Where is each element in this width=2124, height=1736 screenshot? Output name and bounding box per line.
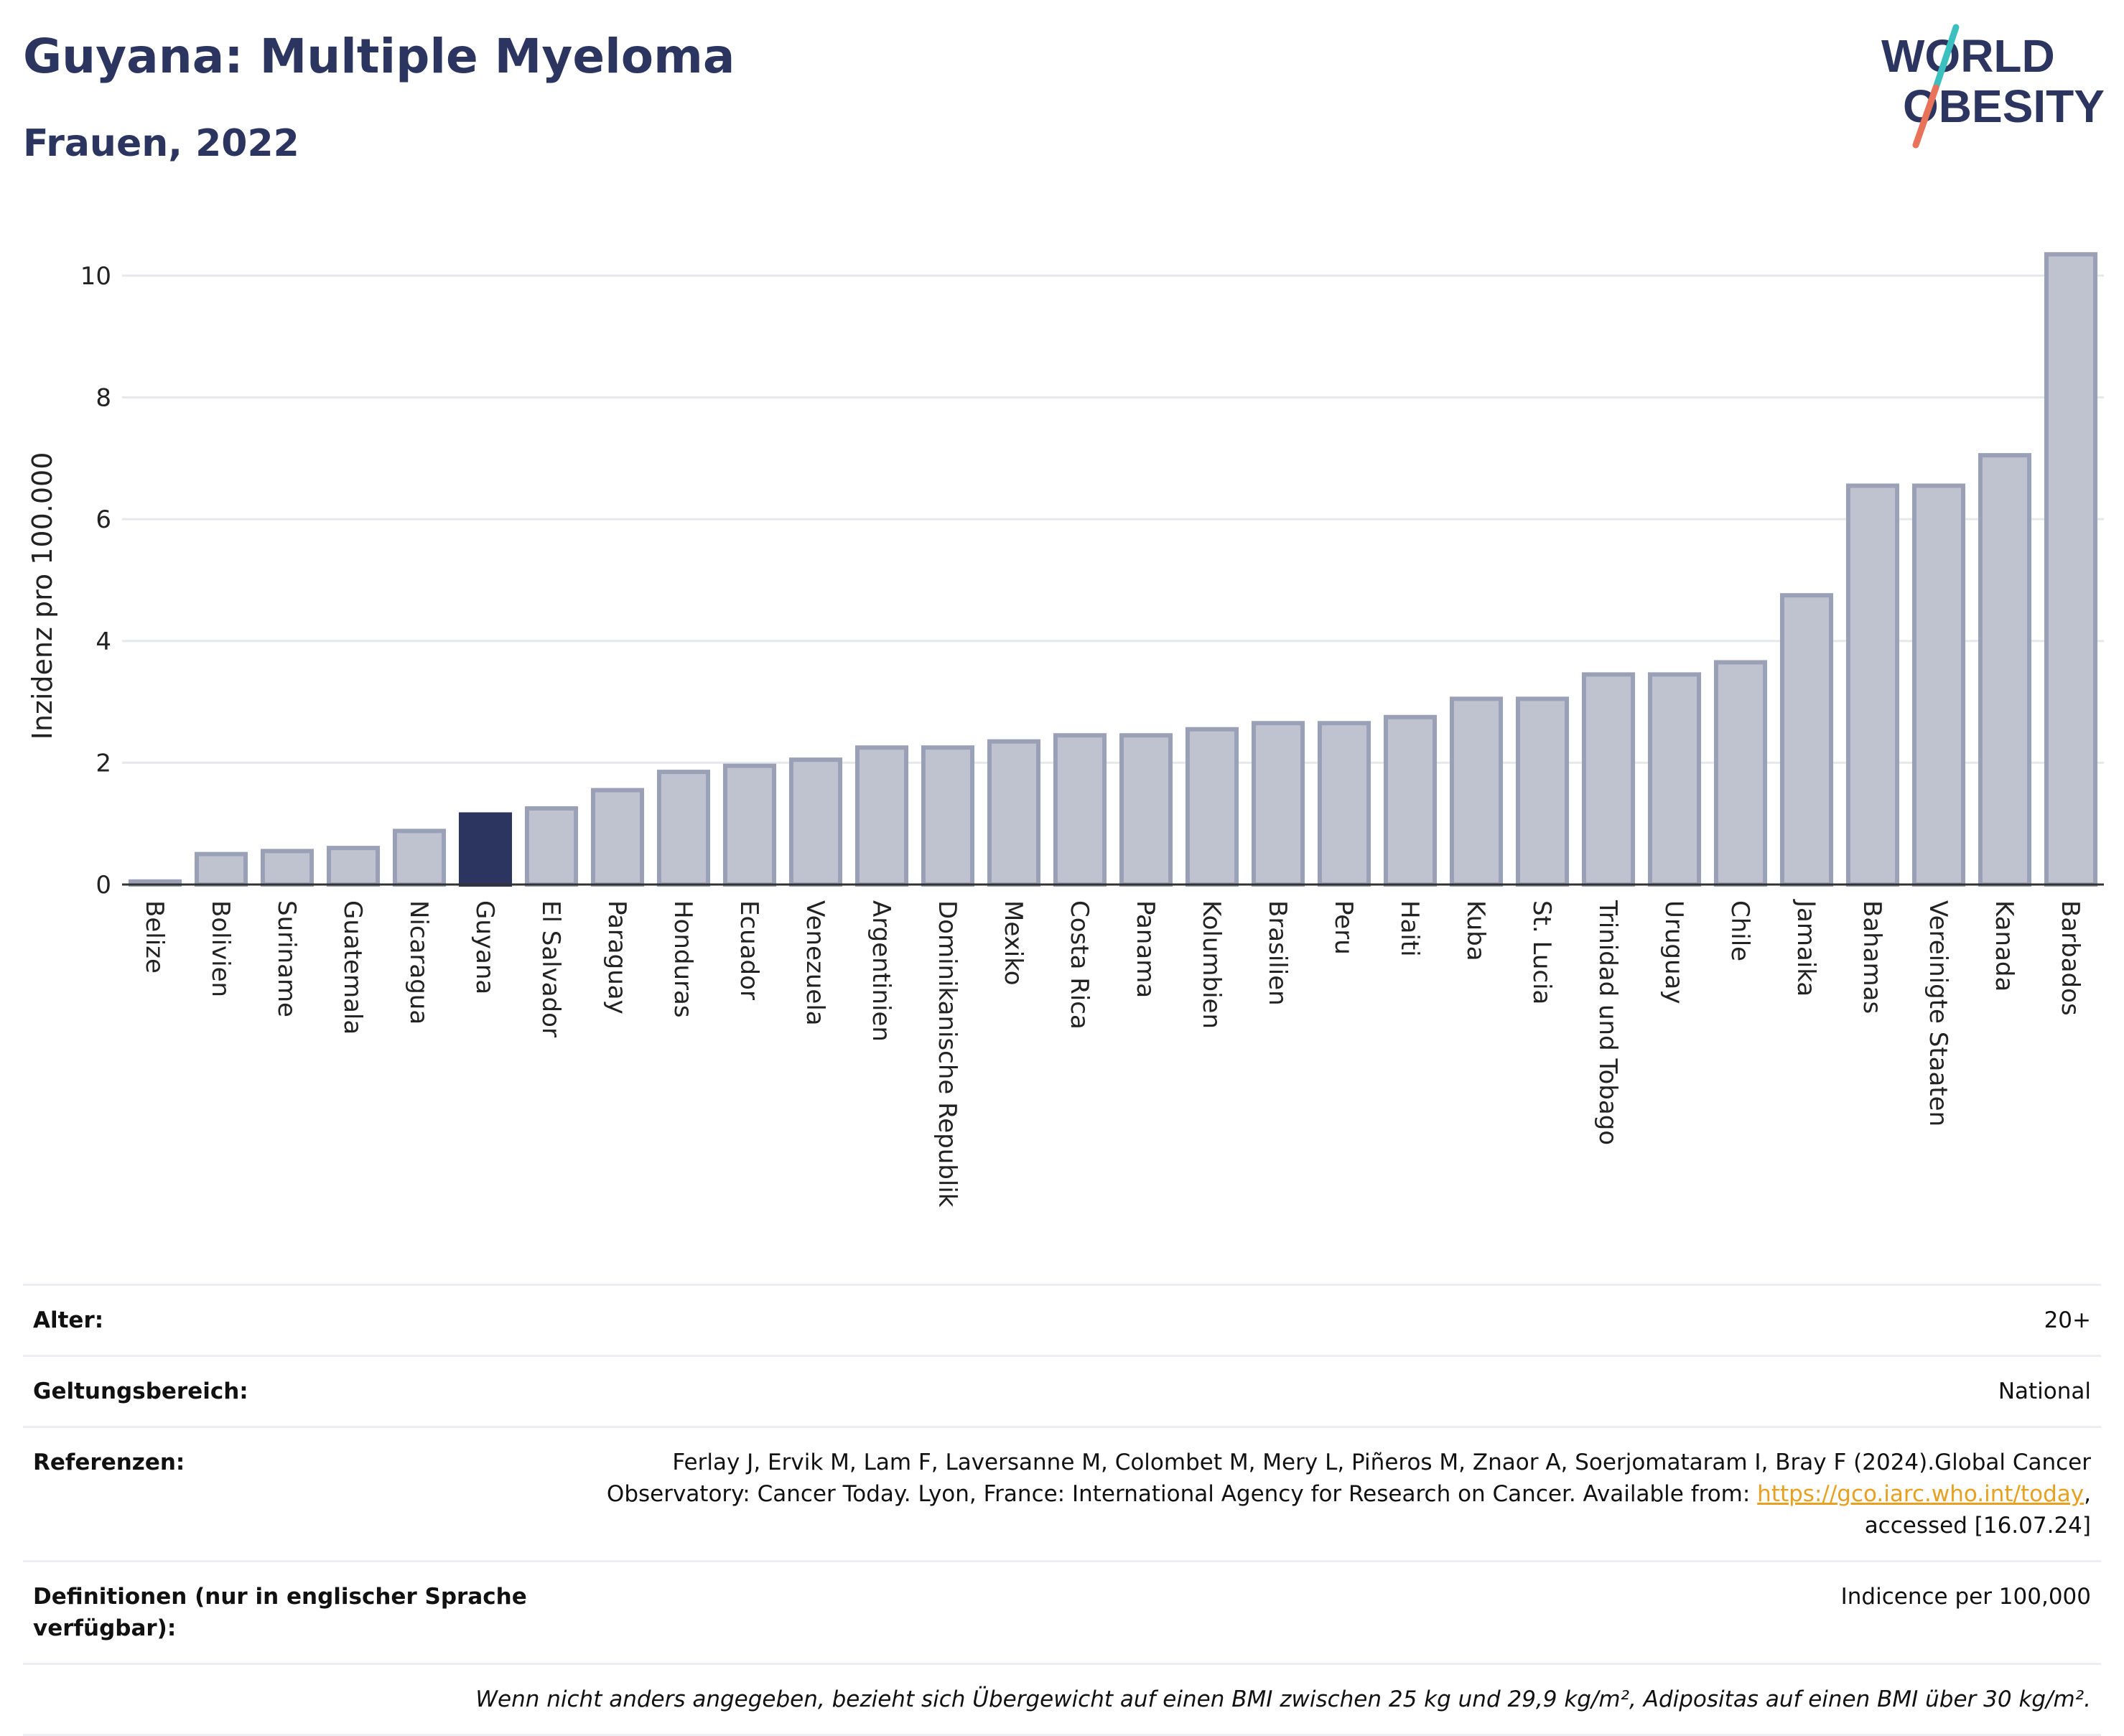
x-tick-label: Panama <box>1131 900 1160 998</box>
logo-slash-coral <box>1912 84 1939 149</box>
x-tick-label: Suriname <box>272 900 301 1017</box>
bar-kuba <box>1449 696 1504 887</box>
references-label: Referenzen: <box>33 1450 185 1475</box>
x-tick-label: Peru <box>1329 900 1358 955</box>
world-obesity-logo: WORLD OBESITY <box>1881 24 2105 149</box>
x-tick-label: Venezuela <box>801 900 829 1026</box>
bar-bahamas <box>1845 483 1900 887</box>
x-tick-label: Chile <box>1725 900 1754 961</box>
x-tick-label: Kolumbien <box>1197 900 1226 1029</box>
info-row-scope: Geltungsbereich: National <box>23 1355 2101 1426</box>
x-tick-label: Kanada <box>1990 900 2018 991</box>
age-value: 20+ <box>2044 1307 2091 1333</box>
bar-st-lucia <box>1515 696 1570 887</box>
bar-nicaragua <box>392 829 447 887</box>
bar-kanada <box>1978 453 2032 887</box>
info-table: Alter: 20+ Geltungsbereich: National Ref… <box>23 1284 2101 1736</box>
bar-argentinien <box>854 745 909 887</box>
bar-haiti <box>1383 714 1438 887</box>
references-text-2: , accessed [16.07.24] <box>1864 1481 2091 1539</box>
grid-lines <box>122 274 2104 764</box>
references-text-1: Ferlay J, Ervik M, Lam F, Laversanne M, … <box>606 1450 2091 1507</box>
bar-mexiko <box>987 739 1041 887</box>
y-tick-label: 4 <box>96 627 111 656</box>
x-tick-label: Bahamas <box>1858 900 1886 1014</box>
x-tick-label: Mexiko <box>999 900 1028 986</box>
y-tick-label: 8 <box>96 384 111 413</box>
logo-slash-teal <box>1932 24 1960 91</box>
x-tick-label: Kuba <box>1461 900 1490 961</box>
x-tick-label: El Salvador <box>536 900 565 1037</box>
y-tick-label: 0 <box>96 871 111 900</box>
age-label: Alter: <box>33 1307 104 1333</box>
x-tick-label: Trinidad und Tobago <box>1593 900 1622 1145</box>
x-tick-label: Paraguay <box>602 900 631 1014</box>
x-tick-label: Bolivien <box>206 900 235 997</box>
info-row-age: Alter: 20+ <box>23 1284 2101 1355</box>
bar-chart: 0 2 4 6 8 10 Inzidenz pro 100.000 Belize Boliv… <box>27 252 2104 1208</box>
x-tick-label: Uruguay <box>1659 900 1688 1004</box>
bar-bolivien <box>194 851 248 887</box>
bar-chile <box>1713 660 1768 887</box>
bar-dominikanische-republik <box>921 745 975 887</box>
bar-suriname <box>260 849 315 887</box>
info-row-references: Referenzen: Ferlay J, Ervik M, Lam F, La… <box>23 1426 2101 1560</box>
bar-vereinigte-staaten <box>1911 483 1966 887</box>
bar-barbados <box>2044 252 2098 887</box>
bar-costa-rica <box>1053 733 1107 887</box>
x-tick-label: Honduras <box>669 900 697 1018</box>
x-tick-label: Nicaragua <box>404 900 433 1025</box>
x-tick-label: Barbados <box>2056 900 2085 1016</box>
x-tick-label: Jamaika <box>1792 899 1820 997</box>
scope-label: Geltungsbereich: <box>33 1378 248 1404</box>
bar-kolumbien <box>1185 727 1239 887</box>
x-tick-label: Costa Rica <box>1065 900 1094 1030</box>
references-link[interactable]: https://gco.iarc.who.int/today <box>1757 1481 2085 1507</box>
x-tick-labels: Belize Bolivien Suriname Guatemala Nicaragua… <box>140 899 2085 1208</box>
bar-uruguay <box>1647 672 1702 887</box>
definitions-label: Definitionen (nur in englischer Sprache … <box>33 1584 527 1641</box>
y-tick-label: 2 <box>96 749 111 778</box>
bar-jamaika <box>1779 593 1834 887</box>
x-tick-label: Belize <box>140 900 169 974</box>
bar-peru <box>1317 721 1371 887</box>
x-tick-label: Brasilien <box>1263 900 1292 1006</box>
y-tick-label: 10 <box>80 262 111 291</box>
bar-ecuador <box>722 763 777 887</box>
bar-panama <box>1119 733 1173 887</box>
page-subtitle: Frauen, 2022 <box>23 122 299 165</box>
references-value: Ferlay J, Ervik M, Lam F, Laversanne M, … <box>564 1447 2091 1541</box>
bar-guyana <box>458 812 513 887</box>
logo-line-1: WORLD <box>1881 30 2055 82</box>
bar-trinidad-und-tobago <box>1581 672 1636 887</box>
info-row-note: Wenn nicht anders angegeben, bezieht sic… <box>23 1663 2101 1736</box>
info-row-definitions: Definitionen (nur in englischer Sprache … <box>23 1560 2101 1663</box>
y-axis-label: Inzidenz pro 100.000 <box>27 452 58 740</box>
scope-value: National <box>1998 1378 2091 1404</box>
x-tick-label: Ecuador <box>735 900 763 1000</box>
x-tick-label: Guyana <box>470 900 499 994</box>
bar-guatemala <box>326 846 381 887</box>
bar-venezuela <box>788 757 843 887</box>
y-tick-label: 6 <box>96 505 111 534</box>
x-tick-label: Argentinien <box>867 900 895 1042</box>
bar-el-salvador <box>524 806 579 887</box>
bar-brasilien <box>1251 721 1305 887</box>
definitions-value: Indicence per 100,000 <box>1840 1584 2091 1610</box>
bar-honduras <box>656 770 711 887</box>
x-tick-label: Haiti <box>1395 900 1424 957</box>
x-tick-label: St. Lucia <box>1527 900 1556 1004</box>
y-tick-labels: 0 2 4 6 8 10 <box>80 262 111 900</box>
bars <box>128 252 2098 887</box>
x-tick-label: Guatemala <box>338 900 367 1035</box>
x-tick-label: Dominikanische Republik <box>933 900 961 1208</box>
page-title: Guyana: Multiple Myeloma <box>23 29 735 84</box>
bar-paraguay <box>590 788 645 887</box>
x-tick-label: Vereinigte Staaten <box>1924 900 1952 1126</box>
footnote: Wenn nicht anders angegeben, bezieht sic… <box>475 1686 2091 1712</box>
